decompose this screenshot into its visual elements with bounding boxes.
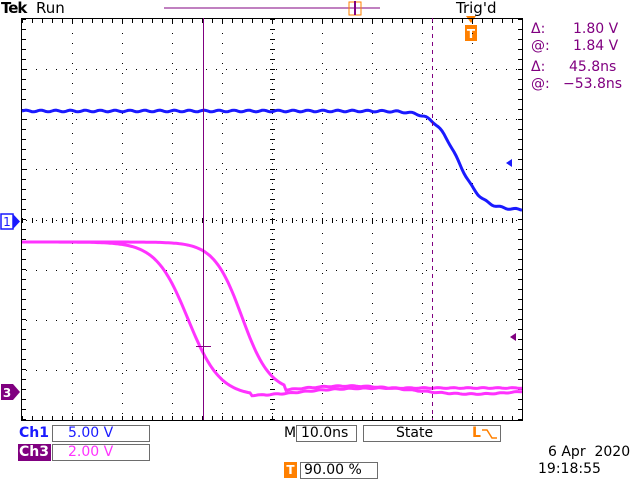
svg-text:3: 3	[3, 386, 11, 400]
ch3-level-marker	[510, 333, 516, 341]
voltage-at-symbol: @:	[531, 38, 550, 54]
time-delta-symbol: Δ:	[531, 59, 546, 75]
ch3-label-bg[interactable]: Ch3	[18, 444, 51, 461]
trigger-position-marker: T	[465, 16, 477, 41]
ch3-label: Ch3	[19, 444, 49, 460]
ch1-scale-value: 5.00 V	[68, 425, 114, 441]
date-label: 6 Apr 2020	[548, 444, 631, 460]
ch3-ground-marker: 3	[1, 384, 20, 400]
ch3-scale-value: 2.00 V	[68, 444, 114, 460]
ch1-ground-marker: 1	[0, 213, 20, 230]
run-status: Run	[36, 0, 65, 17]
ch1-level-marker	[506, 159, 512, 167]
voltage-at-value: 1.84 V	[573, 38, 619, 54]
graticule-grid	[22, 19, 522, 420]
voltage-delta-value: 1.80 V	[573, 21, 619, 37]
brand-logo: Tek	[1, 0, 27, 17]
svg-text:1: 1	[3, 215, 11, 229]
ch1-label[interactable]: Ch1	[19, 425, 49, 441]
timebase-box[interactable]: 10.0ns	[296, 425, 357, 442]
trigger-position-icon: T	[284, 462, 297, 478]
ch3-waveform-a	[22, 240, 523, 396]
voltage-delta-symbol: Δ:	[531, 21, 546, 37]
falling-edge-icon	[482, 429, 497, 439]
time-at-symbol: @:	[531, 76, 550, 92]
ch3-waveform-b	[22, 240, 523, 398]
ch1-scale-box[interactable]: 5.00 V	[52, 425, 150, 442]
time-at-value: −53.8ns	[563, 76, 623, 92]
record-length-indicator	[164, 1, 380, 16]
trigger-position-value: 90.00 %	[304, 462, 362, 478]
timebase-value: 10.0ns	[301, 425, 349, 441]
time-label: 19:18:55	[538, 461, 601, 477]
timebase-label: M	[284, 425, 297, 441]
trigger-status: Trig'd	[456, 0, 497, 17]
trigger-marker-label: T	[467, 27, 476, 41]
ch3-scale-box[interactable]: 2.00 V	[52, 444, 150, 461]
time-delta-value: 45.8ns	[569, 59, 617, 75]
trigger-mode-box[interactable]: State L	[363, 425, 501, 442]
ch1-waveform	[21, 108, 523, 212]
trigger-slope-label: L	[472, 425, 481, 441]
trigger-mode-value: State	[396, 425, 434, 441]
trigger-position-box[interactable]: 90.00 %	[300, 462, 378, 479]
graticule-frame	[21, 18, 523, 421]
